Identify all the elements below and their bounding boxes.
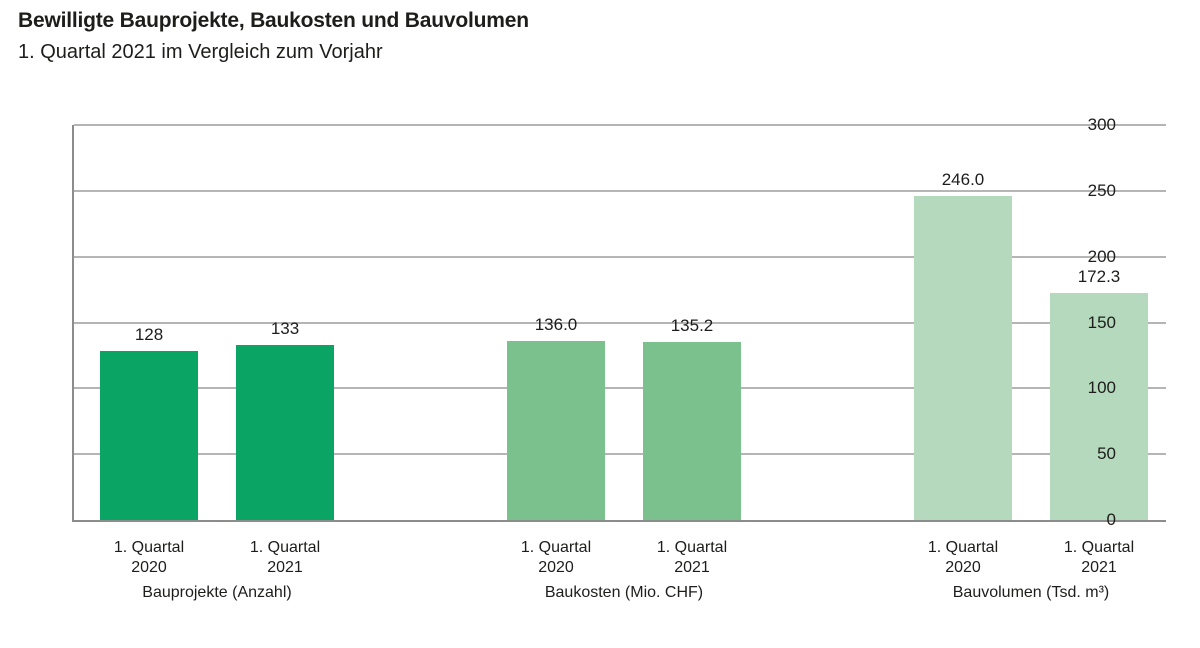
bar [643, 342, 741, 520]
y-tick-label: 250 [1087, 180, 1116, 200]
bar-value-label: 133 [270, 318, 300, 338]
bar-value-label: 135.2 [670, 316, 714, 335]
bar-category-label: 1. Quartal 2021 [656, 539, 728, 576]
bar-value-label: 128 [134, 325, 164, 345]
y-tick-label: 300 [1087, 115, 1116, 134]
bar-value-label: 172.3 [1077, 267, 1121, 287]
y-tick-label: 200 [1087, 246, 1116, 266]
bar-category-label: 1. Quartal 2020 [927, 539, 999, 576]
bar [1050, 293, 1148, 520]
bar-category-label: 1. Quartal 2021 [249, 539, 321, 576]
group-label: Bauvolumen (Tsd. m³) [952, 584, 1110, 601]
y-tick-label: 150 [1087, 312, 1116, 332]
y-tick-label: 0 [1106, 510, 1116, 529]
gridline-300 [74, 124, 1166, 126]
bar-value-label: 136.0 [534, 314, 578, 334]
bar [507, 340, 605, 520]
bar [914, 196, 1012, 520]
chart-subtitle: 1. Quartal 2021 im Vergleich zum Vorjahr [18, 41, 383, 63]
bar-category-label: 1. Quartal 2021 [1063, 539, 1135, 576]
group-label: Baukosten (Mio. CHF) [544, 584, 704, 601]
group-label: Bauprojekte (Anzahl) [142, 584, 292, 601]
chart-title: Bewilligte Bauprojekte, Baukosten und Ba… [18, 9, 529, 32]
bar [236, 344, 334, 520]
bar-category-label: 1. Quartal 2020 [113, 539, 185, 576]
y-tick-label: 100 [1087, 378, 1116, 398]
gridline-250 [74, 189, 1166, 192]
y-tick-label: 50 [1097, 444, 1116, 464]
bar-value-label: 246.0 [941, 170, 985, 190]
bar-category-label: 1. Quartal 2020 [520, 539, 592, 576]
bar [100, 351, 198, 520]
plot-area: 128 1. Quartal 2020 133 1. Quartal 2021 Baup… [72, 124, 1166, 601]
